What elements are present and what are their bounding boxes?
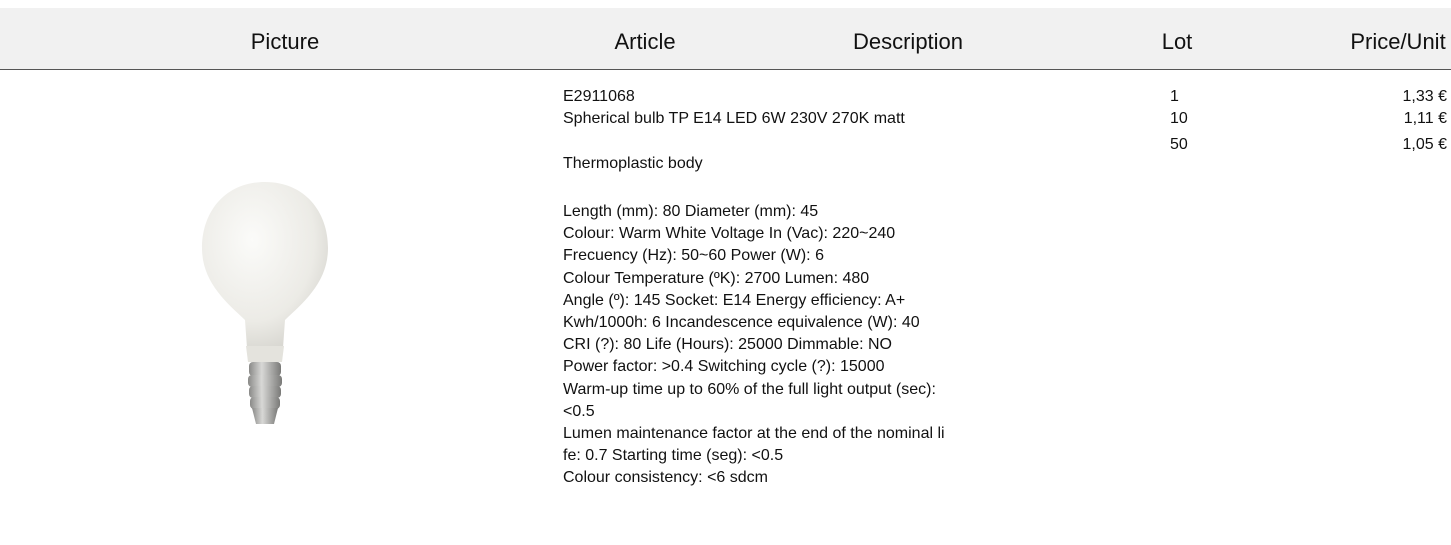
spec-line: Angle (º): 145 Socket: E14 Energy effici…	[563, 291, 945, 313]
product-material: Thermoplastic body	[563, 154, 703, 174]
column-header: Picture	[251, 29, 319, 55]
column-header: Price/Unit	[1350, 29, 1445, 55]
spec-line: Colour: Warm White Voltage In (Vac): 220…	[563, 224, 945, 246]
spec-line: Kwh/1000h: 6 Incandescence equivalence (…	[563, 313, 945, 335]
table-header: Picture Article Description Lot Price/Un…	[0, 8, 1451, 70]
lot: 10	[1170, 109, 1188, 129]
product-name: Spherical bulb TP E14 LED 6W 230V 270K m…	[563, 109, 905, 129]
spec-line: <0.5	[563, 402, 945, 424]
spec-line: Power factor: >0.4 Switching cycle (?): …	[563, 357, 945, 379]
page: Picture Article Description Lot Price/Un…	[0, 0, 1451, 545]
article-code: E2911068	[563, 87, 635, 107]
spec-line: CRI (?): 80 Life (Hours): 25000 Dimmable…	[563, 335, 945, 357]
spec-line: Warm-up time up to 60% of the full light…	[563, 380, 945, 402]
column-header: Description	[853, 29, 963, 55]
column-header: Lot	[1162, 29, 1193, 55]
spec-line: Lumen maintenance factor at the end of t…	[563, 424, 945, 446]
product-picture	[190, 170, 340, 440]
spec-line: Colour consistency: <6 sdcm	[563, 468, 945, 490]
lot: 1	[1170, 87, 1179, 107]
spec-line: Frecuency (Hz): 50~60 Power (W): 6	[563, 246, 945, 268]
spec-line: fe: 0.7 Starting time (seg): <0.5	[563, 446, 945, 468]
unit-price: 1,33 €	[1403, 87, 1447, 107]
spec-line: Colour Temperature (ºK): 2700 Lumen: 480	[563, 269, 945, 291]
column-header: Article	[614, 29, 675, 55]
unit-price: 1,05 €	[1403, 135, 1447, 155]
spec-line: Length (mm): 80 Diameter (mm): 45	[563, 202, 945, 224]
lot: 50	[1170, 135, 1188, 155]
unit-price: 1,11 €	[1404, 109, 1447, 129]
